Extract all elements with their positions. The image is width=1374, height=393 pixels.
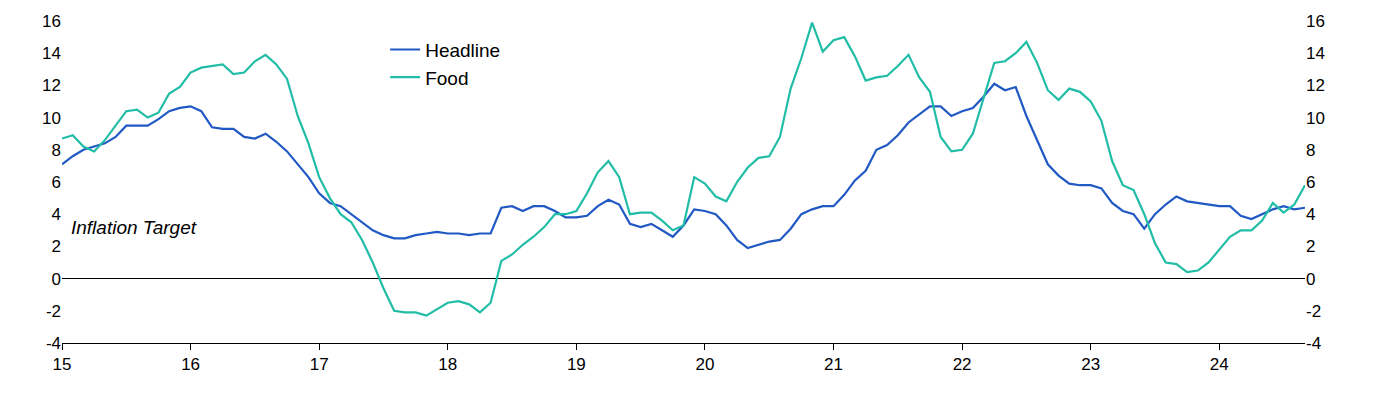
svg-text:4: 4 (1306, 205, 1315, 224)
svg-text:16: 16 (1306, 12, 1325, 31)
svg-text:Inflation Target: Inflation Target (71, 217, 197, 238)
svg-text:10: 10 (42, 109, 61, 128)
svg-text:4: 4 (52, 205, 61, 224)
svg-text:-4: -4 (46, 334, 61, 353)
svg-text:12: 12 (42, 76, 61, 95)
svg-text:2: 2 (1306, 237, 1315, 256)
svg-text:Headline: Headline (425, 40, 500, 61)
svg-text:24: 24 (1210, 355, 1229, 374)
svg-text:14: 14 (1306, 44, 1325, 63)
svg-text:10: 10 (1306, 109, 1325, 128)
svg-text:17: 17 (310, 355, 329, 374)
svg-text:21: 21 (824, 355, 843, 374)
svg-text:14: 14 (42, 44, 61, 63)
svg-text:-4: -4 (1306, 334, 1321, 353)
svg-text:0: 0 (52, 270, 61, 289)
svg-text:6: 6 (52, 173, 61, 192)
svg-text:20: 20 (695, 355, 714, 374)
svg-text:-2: -2 (46, 302, 61, 321)
svg-text:8: 8 (1306, 141, 1315, 160)
svg-text:22: 22 (953, 355, 972, 374)
svg-text:23: 23 (1081, 355, 1100, 374)
svg-text:Food: Food (425, 68, 468, 89)
svg-text:12: 12 (1306, 76, 1325, 95)
svg-text:19: 19 (567, 355, 586, 374)
svg-text:18: 18 (438, 355, 457, 374)
svg-text:16: 16 (181, 355, 200, 374)
svg-text:16: 16 (42, 12, 61, 31)
svg-text:6: 6 (1306, 173, 1315, 192)
svg-text:0: 0 (1306, 270, 1315, 289)
svg-text:-2: -2 (1306, 302, 1321, 321)
svg-text:8: 8 (52, 141, 61, 160)
svg-text:15: 15 (53, 355, 72, 374)
svg-text:2: 2 (52, 237, 61, 256)
